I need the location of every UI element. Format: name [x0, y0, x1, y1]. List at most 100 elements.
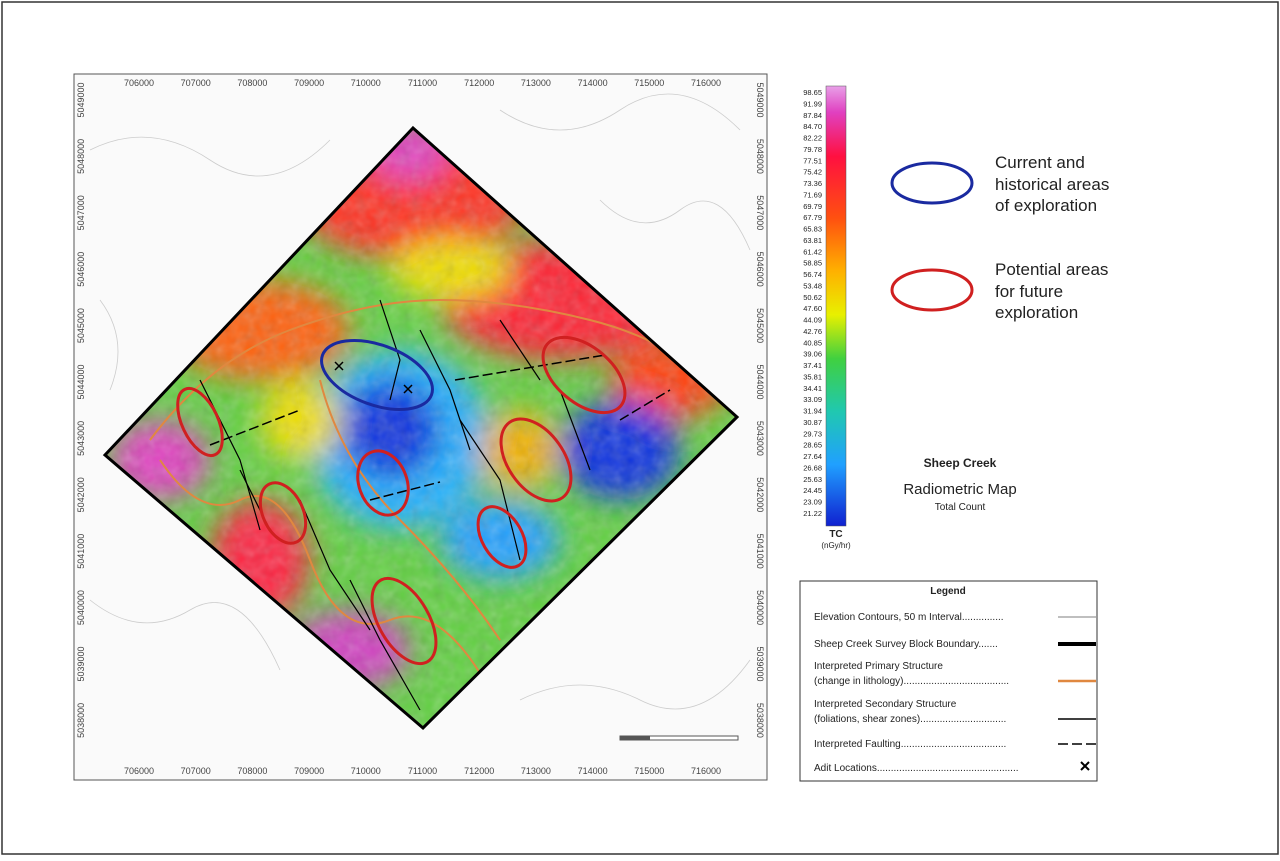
key-text: Current and [995, 153, 1085, 172]
colorbar-label: 67.79 [803, 213, 822, 222]
x-label: 709000 [294, 766, 324, 776]
colorbar-label: 79.78 [803, 145, 822, 154]
colorbar-label: 75.42 [803, 168, 822, 177]
y-label: 5049000 [76, 82, 86, 117]
x-label: 715000 [634, 78, 664, 88]
y-label: 5038000 [755, 703, 765, 738]
colorbar-label: 61.42 [803, 247, 822, 256]
map-name: Sheep Creek [924, 456, 997, 470]
x-label: 713000 [521, 766, 551, 776]
x-label: 714000 [578, 78, 608, 88]
key-red-symbol [890, 268, 974, 312]
y-label: 5045000 [76, 308, 86, 343]
y-label: 5038000 [76, 703, 86, 738]
colorbar-label: 40.85 [803, 338, 822, 347]
y-label: 5046000 [755, 252, 765, 287]
colorbar-label: 23.09 [803, 498, 822, 507]
colorbar-label: 31.94 [803, 407, 822, 416]
key-blue-symbol [890, 161, 974, 205]
y-label: 5040000 [76, 590, 86, 625]
y-label: 5048000 [755, 139, 765, 174]
x-label: 716000 [691, 78, 721, 88]
colorbar-label: 26.68 [803, 463, 822, 472]
x-label: 711000 [408, 78, 437, 88]
colorbar-unit-sub: (nGy/hr) [821, 541, 851, 550]
x-label: 713000 [521, 78, 551, 88]
colorbar-label: 39.06 [803, 350, 822, 359]
contours [89, 93, 751, 710]
colorbar-label: 29.73 [803, 429, 822, 438]
map-type: Radiometric Map [903, 481, 1016, 498]
colorbar-label: 69.79 [803, 202, 822, 211]
colorbar-unit: TC [829, 529, 842, 540]
colorbar-label: 91.99 [803, 99, 822, 108]
colorbar-label: 73.36 [803, 179, 822, 188]
y-label: 5047000 [755, 195, 765, 230]
colorbar-label: 98.65 [803, 88, 822, 97]
y-label: 5039000 [755, 646, 765, 681]
legend-label: Adit Locations..........................… [814, 763, 1019, 774]
y-label: 5041000 [755, 534, 765, 569]
key-text: for future [995, 282, 1063, 301]
key-text: historical areas [995, 175, 1109, 194]
y-label: 5044000 [755, 364, 765, 399]
exploration-areas [176, 335, 627, 666]
legend-label: Interpreted Primary Structure [814, 661, 943, 672]
colorbar-label: 65.83 [803, 225, 822, 234]
legend-label: Interpreted Secondary Structure [814, 699, 957, 710]
colorbar-label: 44.09 [803, 316, 822, 325]
survey-boundary [102, 125, 740, 731]
y-label: 5040000 [755, 590, 765, 625]
colorbar-label: 82.22 [803, 134, 822, 143]
legend-label: (foliations, shear zones)...............… [814, 714, 1006, 725]
y-label: 5043000 [76, 421, 86, 456]
colorbar-label: 47.60 [803, 304, 822, 313]
y-label: 5049000 [755, 82, 765, 117]
legend-symbols [1058, 616, 1096, 771]
colorbar-label: 37.41 [803, 361, 822, 370]
colorbar-label: 28.65 [803, 441, 822, 450]
x-label: 706000 [124, 78, 154, 88]
x-label: 716000 [691, 766, 721, 776]
colorbar-label: 87.84 [803, 111, 822, 120]
colorbar-label: 71.69 [803, 190, 822, 199]
colorbar-label: 21.22 [803, 509, 822, 518]
legend-label: (change in lithology)...................… [814, 676, 1009, 687]
colorbar-label: 34.41 [803, 384, 822, 393]
legend-box [799, 580, 1098, 782]
x-label: 711000 [408, 766, 437, 776]
y-label: 5042000 [755, 477, 765, 512]
x-label: 712000 [464, 78, 494, 88]
y-label: 5042000 [76, 477, 86, 512]
key-text: Potential areas [995, 260, 1108, 279]
adits [334, 361, 413, 394]
y-label: 5045000 [755, 308, 765, 343]
x-label: 712000 [464, 766, 494, 776]
y-label: 5039000 [76, 646, 86, 681]
x-label: 714000 [578, 766, 608, 776]
x-label: 707000 [181, 766, 211, 776]
colorbar-label: 53.48 [803, 281, 822, 290]
x-label: 708000 [237, 766, 267, 776]
colorbar-label: 84.70 [803, 122, 822, 131]
colorbar-label: 58.85 [803, 259, 822, 268]
x-label: 706000 [124, 766, 154, 776]
x-label: 709000 [294, 78, 324, 88]
y-label: 5048000 [76, 139, 86, 174]
key-text: of exploration [995, 196, 1097, 215]
colorbar-label: 33.09 [803, 395, 822, 404]
legend-title: Legend [930, 586, 966, 597]
legend-label: Interpreted Faulting....................… [814, 739, 1006, 750]
y-label: 5043000 [755, 421, 765, 456]
x-label: 710000 [351, 766, 381, 776]
y-label: 5041000 [76, 534, 86, 569]
x-label: 710000 [351, 78, 381, 88]
y-label: 5046000 [76, 252, 86, 287]
colorbar-label: 42.76 [803, 327, 822, 336]
colorbar-label: 77.51 [803, 156, 822, 165]
colorbar-label: 24.45 [803, 486, 822, 495]
key-text: exploration [995, 303, 1078, 322]
colorbar [825, 85, 847, 527]
